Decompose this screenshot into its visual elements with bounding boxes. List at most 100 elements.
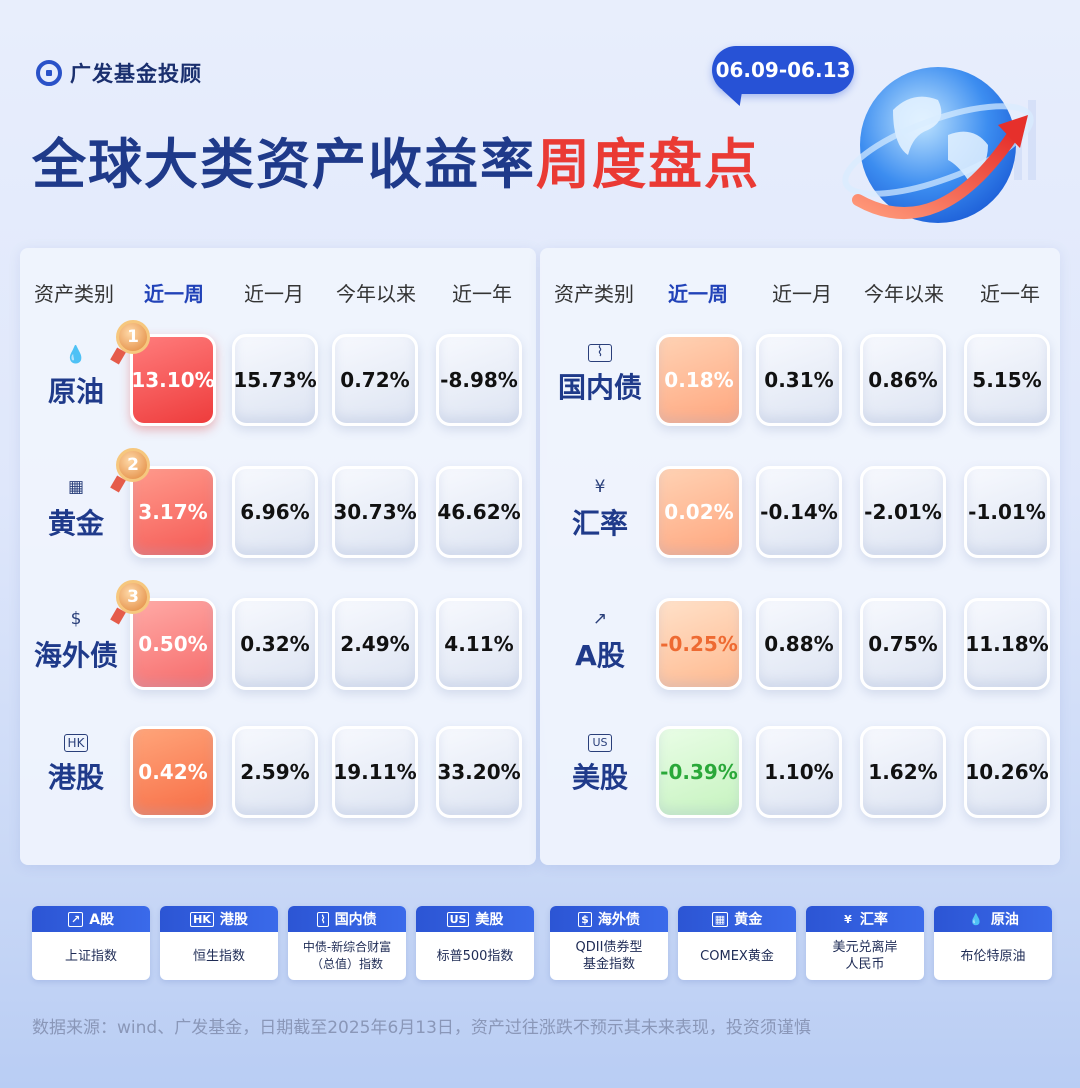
cell-week: -0.39%	[656, 726, 742, 818]
gold-bar-icon: ▦	[711, 911, 729, 927]
legend-card-crude-oil: 💧 原油 布伦特原油	[934, 906, 1052, 980]
oil-drop-icon: 💧	[969, 912, 983, 926]
data-source-footnote: 数据来源：wind、广发基金，日期截至2025年6月13日，资产过往涨跌不预示其…	[32, 1018, 811, 1038]
header-month: 近一月	[772, 282, 832, 306]
cell-month: 6.96%	[232, 466, 318, 558]
cell-week: 0.18%	[656, 334, 742, 426]
page-title: 全球大类资产收益率周度盘点	[32, 120, 760, 199]
date-range-badge: 06.09-06.13	[712, 46, 854, 94]
row-label-hk-stock: HK 港股	[26, 734, 126, 796]
bond-chart-icon: ⌇	[317, 911, 329, 927]
cell-year: 10.26%	[964, 726, 1050, 818]
legend-desc: QDII债券型 基金指数	[575, 940, 643, 972]
us-badge-icon: US	[588, 734, 612, 752]
asset-name: 海外债	[33, 639, 118, 672]
bond-chart-icon: ⌇	[588, 344, 612, 362]
legend-card-exchange-rate: ¥ 汇率 美元兑离岸 人民币	[806, 906, 924, 980]
asset-name: 港股	[47, 761, 104, 794]
row-label-a-share: ↗ A股	[550, 608, 650, 674]
legend-name: 汇率	[859, 912, 888, 928]
gold-bar-icon: ▦	[67, 477, 85, 497]
cell-ytd: 0.75%	[860, 598, 946, 690]
asset-name: 汇率	[571, 507, 628, 540]
cell-week: 3.17%	[130, 466, 216, 558]
cell-month: 0.32%	[232, 598, 318, 690]
row-label-domestic-bond: ⌇ 国内债	[550, 344, 650, 406]
legend-card-domestic-bond: ⌇ 国内债 中债-新综合财富 （总值）指数	[288, 906, 406, 980]
dollar-bill-icon: $	[70, 609, 82, 629]
rank-medal-icon: 2	[116, 448, 150, 482]
legend-card-hk-stock: HK 港股 恒生指数	[160, 906, 278, 980]
legend-name: 港股	[219, 912, 248, 928]
asset-name: 原油	[47, 375, 104, 408]
cell-week: 0.42%	[130, 726, 216, 818]
cell-ytd: 30.73%	[332, 466, 418, 558]
cell-ytd: 19.11%	[332, 726, 418, 818]
asset-name: A股	[575, 639, 625, 672]
header-week: 近一周	[668, 282, 728, 306]
brand: 广发基金投顾	[36, 58, 202, 88]
us-badge-icon: US	[446, 911, 470, 927]
cell-month: 1.10%	[756, 726, 842, 818]
right-table-panel: 资产类别 近一周 近一月 今年以来 近一年 ⌇ 国内债 0.18% 0.31% …	[540, 248, 1060, 865]
brand-name: 广发基金投顾	[70, 62, 202, 86]
legend-desc: 恒生指数	[192, 948, 245, 964]
oil-drop-icon: 💧	[65, 345, 87, 365]
header-asset-class: 资产类别	[34, 282, 114, 306]
row-label-exchange-rate: ¥ 汇率	[550, 476, 650, 542]
cell-year: 33.20%	[436, 726, 522, 818]
legend-desc: 上证指数	[64, 948, 117, 964]
legend-desc: 布伦特原油	[960, 948, 1026, 964]
asset-name: 国内债	[557, 371, 642, 404]
cell-month: 0.88%	[756, 598, 842, 690]
asset-name: 黄金	[47, 507, 104, 540]
hk-badge-icon: HK	[190, 911, 214, 927]
rank-medal-icon: 1	[116, 320, 150, 354]
cell-month: -0.14%	[756, 466, 842, 558]
rising-chart-icon: ↗	[67, 911, 84, 927]
row-label-overseas-bond: $ 海外债	[26, 608, 126, 674]
asset-name: 美股	[571, 761, 628, 794]
legend-card-overseas-bond: $ 海外债 QDII债券型 基金指数	[550, 906, 668, 980]
cell-ytd: 2.49%	[332, 598, 418, 690]
legend-desc: 标普500指数	[436, 948, 514, 964]
legend-name: 美股	[475, 912, 504, 928]
legend-desc: COMEX黄金	[700, 948, 774, 964]
cell-year: -8.98%	[436, 334, 522, 426]
legend-card-a-share: ↗ A股 上证指数	[32, 906, 150, 980]
legend-name: A股	[89, 912, 115, 928]
cell-ytd: -2.01%	[860, 466, 946, 558]
legend-desc: 中债-新综合财富 （总值）指数	[302, 940, 392, 971]
left-table-panel: 资产类别 近一周 近一月 今年以来 近一年 💧 原油 1 13.10% 15.7…	[20, 248, 536, 865]
legend-desc: 美元兑离岸 人民币	[832, 940, 898, 972]
cell-year: 5.15%	[964, 334, 1050, 426]
title-highlight: 周度盘点	[536, 133, 760, 196]
cell-year: -1.01%	[964, 466, 1050, 558]
cell-year: 46.62%	[436, 466, 522, 558]
rank-medal-icon: 3	[116, 580, 150, 614]
hk-badge-icon: HK	[64, 734, 88, 752]
cell-month: 15.73%	[232, 334, 318, 426]
cell-ytd: 0.86%	[860, 334, 946, 426]
yen-icon: ¥	[844, 912, 852, 926]
cell-week: 0.50%	[130, 598, 216, 690]
legend-name: 原油	[990, 912, 1019, 928]
cell-ytd: 0.72%	[332, 334, 418, 426]
dollar-bill-icon: $	[578, 911, 592, 927]
row-label-us-stock: US 美股	[550, 734, 650, 796]
yen-icon: ¥	[594, 477, 606, 497]
header-year: 近一年	[452, 282, 512, 306]
title-main: 全球大类资产收益率	[32, 133, 536, 196]
header-ytd: 今年以来	[864, 282, 944, 306]
cell-ytd: 1.62%	[860, 726, 946, 818]
brand-logo-icon	[36, 60, 62, 86]
legend-card-us-stock: US 美股 标普500指数	[416, 906, 534, 980]
header-month: 近一月	[244, 282, 304, 306]
cell-month: 0.31%	[756, 334, 842, 426]
cell-year: 4.11%	[436, 598, 522, 690]
header-week: 近一周	[144, 282, 204, 306]
header-asset-class: 资产类别	[554, 282, 634, 306]
cell-week: -0.25%	[656, 598, 742, 690]
legend-card-gold: ▦ 黄金 COMEX黄金	[678, 906, 796, 980]
legend-name: 黄金	[734, 912, 763, 928]
